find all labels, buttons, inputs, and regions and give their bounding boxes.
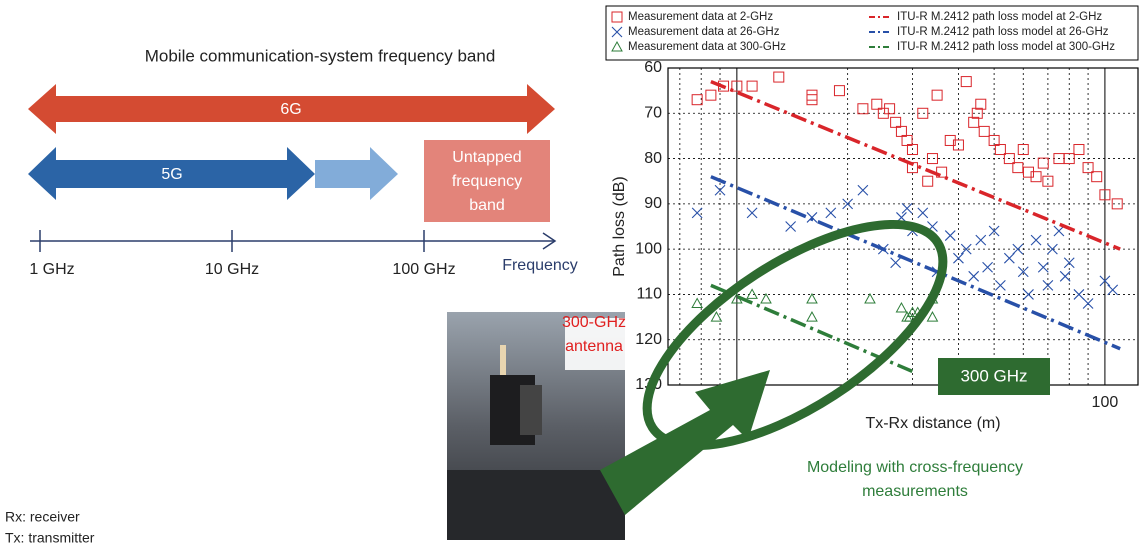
y-tick-label: 80 xyxy=(644,150,662,167)
photo-label: 300-GHz xyxy=(562,314,626,331)
caption: Modeling with cross-frequency xyxy=(807,459,1023,476)
diagram-title: Mobile communication-system frequency ba… xyxy=(145,46,496,65)
y-tick-label: 120 xyxy=(635,331,662,348)
legend-label: Measurement data at 300-GHz xyxy=(628,41,786,53)
y-axis-title: Path loss (dB) xyxy=(611,176,628,276)
y-tick-label: 90 xyxy=(644,195,662,212)
y-tick-label: 110 xyxy=(636,286,662,303)
freq-label: 1 GHz xyxy=(29,261,74,278)
x-tick-label: 100 xyxy=(1092,394,1119,411)
x-axis-title: Tx-Rx distance (m) xyxy=(865,415,1000,432)
freq-label: 100 GHz xyxy=(392,261,455,278)
freq-axis xyxy=(30,230,555,252)
untapped-text: frequency xyxy=(452,173,522,190)
band-label: 5G xyxy=(161,166,182,183)
figure: Mobile communication-system frequency ba… xyxy=(0,0,1147,558)
untapped-text: band xyxy=(469,197,505,214)
y-tick-label: 70 xyxy=(644,105,662,122)
freq-label: 10 GHz xyxy=(205,261,259,278)
legend-label: ITU-R M.2412 path loss model at 26-GHz xyxy=(897,26,1109,38)
band-label: 6G xyxy=(280,101,301,118)
legend-label: Measurement data at 26-GHz xyxy=(628,26,780,38)
y-tick-label: 60 xyxy=(644,59,662,76)
legend-label: Measurement data at 2-GHz xyxy=(628,11,773,23)
note: Rx: receiver xyxy=(5,509,80,525)
untapped-text: Untapped xyxy=(452,149,521,166)
legend-label: ITU-R M.2412 path loss model at 2-GHz xyxy=(897,11,1102,23)
photo-label: antenna xyxy=(565,338,623,355)
caption: measurements xyxy=(862,483,968,500)
arrow-ext xyxy=(315,147,398,200)
highlight-text: 300 GHz xyxy=(960,366,1027,385)
freq-axis-title: Frequency xyxy=(502,257,578,274)
note: Tx: transmitter xyxy=(5,530,95,546)
y-tick-label: 100 xyxy=(635,240,662,257)
legend-label: ITU-R M.2412 path loss model at 300-GHz xyxy=(897,41,1115,53)
